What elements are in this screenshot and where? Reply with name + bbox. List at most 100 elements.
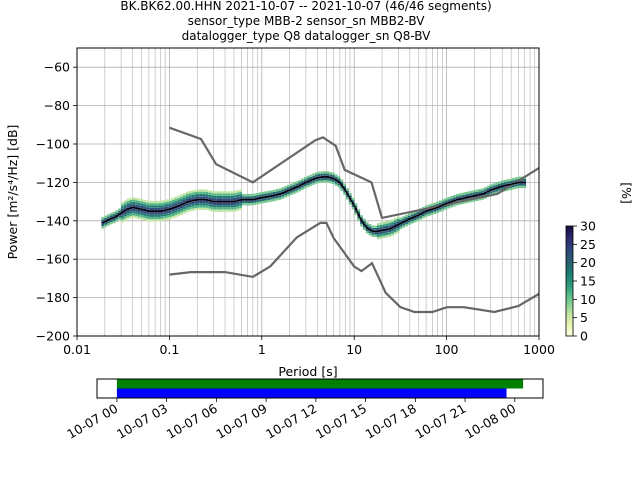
density-cell xyxy=(236,204,240,207)
density-cell xyxy=(396,219,400,222)
density-cell xyxy=(334,174,338,177)
density-cell xyxy=(391,219,394,222)
density-cell xyxy=(309,183,313,187)
density-cell xyxy=(123,218,127,221)
density-cell xyxy=(450,198,453,201)
density-cell xyxy=(281,194,285,197)
density-cell xyxy=(483,187,487,190)
density-cell xyxy=(171,211,175,214)
density-cell xyxy=(230,193,234,196)
density-cell xyxy=(346,190,349,193)
density-cell xyxy=(340,179,344,182)
density-cell xyxy=(436,210,439,214)
density-cell xyxy=(253,202,257,206)
density-cell xyxy=(379,231,383,234)
density-cell xyxy=(196,207,200,210)
density-cell xyxy=(374,232,378,235)
density-cell xyxy=(194,192,197,195)
density-cell xyxy=(168,217,172,220)
density-cell xyxy=(151,207,155,210)
density-cell xyxy=(199,196,203,199)
density-cell xyxy=(191,192,195,195)
density-cell xyxy=(168,203,172,206)
density-cell xyxy=(354,203,358,206)
density-cell xyxy=(337,178,341,181)
density-cell xyxy=(160,219,164,222)
density-cell xyxy=(188,204,192,207)
density-cell xyxy=(351,200,355,203)
density-cell xyxy=(123,202,127,205)
density-cell xyxy=(213,207,217,210)
density-cell xyxy=(357,216,361,219)
x-tick-label: 1 xyxy=(258,342,266,357)
density-cell xyxy=(368,226,372,229)
density-cell xyxy=(126,205,130,208)
density-cell xyxy=(146,212,150,215)
density-cell xyxy=(517,183,521,186)
density-cell xyxy=(368,233,372,236)
density-cell xyxy=(261,191,265,195)
density-cell xyxy=(171,197,175,200)
density-cell xyxy=(151,200,155,204)
density-cell xyxy=(143,199,147,203)
density-cell xyxy=(227,207,231,210)
density-cell xyxy=(464,201,468,204)
density-cell xyxy=(188,193,192,196)
density-cell xyxy=(495,182,498,185)
density-cell xyxy=(166,206,169,209)
density-cell xyxy=(166,217,169,221)
y-tick-label: −160 xyxy=(36,252,70,267)
density-cell xyxy=(211,191,214,194)
density-cell xyxy=(250,200,254,204)
density-cell xyxy=(393,227,397,230)
density-cell xyxy=(157,205,161,208)
density-cell xyxy=(258,192,262,195)
density-cell xyxy=(287,194,290,197)
density-cell xyxy=(500,180,504,183)
density-cell xyxy=(129,213,133,216)
density-cell xyxy=(194,189,197,192)
density-cell xyxy=(247,196,251,199)
density-cell xyxy=(177,211,181,214)
density-cell xyxy=(317,173,321,177)
density-cell xyxy=(258,199,262,202)
density-cell xyxy=(135,216,138,219)
density-cell xyxy=(405,214,408,218)
density-cell xyxy=(315,172,318,175)
density-cell xyxy=(236,201,240,205)
density-cell xyxy=(323,177,327,181)
density-cell xyxy=(377,227,380,231)
density-cell xyxy=(275,191,279,194)
density-cell xyxy=(410,214,414,217)
density-cell xyxy=(323,173,327,176)
density-cell xyxy=(433,202,437,205)
density-cell xyxy=(143,213,147,216)
density-cell xyxy=(219,209,223,212)
density-cell xyxy=(222,198,226,201)
density-cell xyxy=(450,196,453,199)
density-cell xyxy=(382,233,386,236)
density-cell xyxy=(244,200,248,204)
density-cell xyxy=(489,184,493,187)
density-cell xyxy=(326,178,330,181)
density-cell xyxy=(202,191,206,194)
density-cell xyxy=(472,192,476,195)
density-cell xyxy=(185,207,189,211)
density-cell xyxy=(377,223,380,226)
density-cell xyxy=(121,215,124,218)
density-cell xyxy=(523,183,527,186)
density-cell xyxy=(129,204,133,207)
density-cell xyxy=(348,199,352,203)
density-cell xyxy=(118,215,122,218)
density-cell xyxy=(123,200,127,203)
density-cell xyxy=(461,201,465,205)
density-cell xyxy=(402,218,406,221)
density-cell xyxy=(191,208,195,211)
density-cell xyxy=(385,221,389,224)
density-cell xyxy=(104,224,107,228)
density-cell xyxy=(444,200,448,203)
density-cell xyxy=(129,199,133,203)
density-cell xyxy=(225,209,228,212)
density-cell xyxy=(289,192,293,196)
density-cell xyxy=(362,220,366,224)
